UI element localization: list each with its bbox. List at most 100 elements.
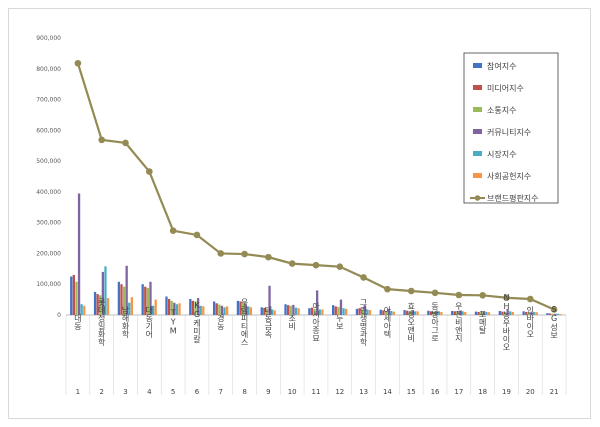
bar-1-11	[308, 308, 311, 315]
category-label: NH농우바이오	[502, 293, 511, 351]
bar-2-1	[72, 274, 76, 315]
rank-label: 2	[99, 388, 103, 396]
y-tick-label: 300,000	[36, 220, 61, 227]
rank-label: 20	[526, 388, 535, 396]
category-label: 대동	[73, 314, 82, 330]
category-label: 롯데정밀화학	[97, 298, 106, 347]
brand-index-point-12	[336, 263, 344, 270]
brand-index-point-16	[431, 289, 439, 297]
legend-swatch-2	[473, 85, 482, 90]
bar-3-2	[99, 295, 102, 315]
bar-1-8	[236, 300, 240, 315]
bar-2-5	[167, 298, 171, 315]
brand-index-point-8	[241, 250, 248, 258]
bar-5-2	[104, 266, 107, 315]
rank-label: 21	[550, 388, 559, 396]
bar-2-21	[548, 313, 552, 315]
brand-index-point-14	[384, 285, 391, 293]
bar-6-13	[368, 310, 372, 315]
bar-1-1	[70, 276, 73, 315]
bar-5-21	[556, 313, 559, 315]
bar-4-16	[435, 311, 438, 315]
rank-label: 4	[147, 388, 152, 396]
bar-4-12	[339, 299, 343, 315]
bar-5-15	[413, 311, 417, 315]
rank-label: 15	[407, 388, 416, 396]
bar-1-14	[379, 309, 382, 315]
category-label: 대동금속	[264, 306, 273, 339]
brand-index-point-21	[550, 306, 558, 313]
rank-label: 1	[76, 388, 80, 396]
category-label: TYM	[169, 309, 178, 336]
legend-swatch-4	[473, 129, 482, 134]
bar-6-8	[249, 307, 253, 315]
y-tick-label: 800,000	[36, 66, 61, 73]
rank-label: 3	[123, 388, 127, 396]
bar-4-8	[244, 303, 247, 315]
bar-2-20	[525, 311, 528, 315]
y-tick-label: 200,000	[36, 250, 61, 257]
bar-3-17	[456, 311, 459, 315]
bar-3-9	[265, 308, 269, 315]
bar-1-4	[141, 284, 144, 315]
bar-1-21	[546, 313, 549, 315]
bar-6-18	[487, 312, 491, 315]
bar-5-12	[342, 308, 345, 315]
bar-2-13	[358, 308, 361, 315]
category-label: 그린생명과학	[359, 298, 368, 347]
bar-6-7	[225, 306, 229, 315]
brand-index-point-3	[122, 139, 129, 147]
legend-label: 사회공헌지수	[487, 172, 531, 181]
bar-5-8	[247, 306, 250, 315]
rank-label: 9	[266, 388, 270, 396]
bar-3-11	[313, 308, 316, 315]
brand-index-point-11	[312, 261, 320, 269]
bar-1-7	[212, 301, 216, 315]
bar-6-3	[130, 297, 134, 315]
bar-6-14	[392, 311, 395, 315]
rank-label: 13	[359, 388, 368, 396]
rank-label: 18	[478, 388, 487, 396]
bar-5-11	[318, 309, 321, 315]
category-label: 동방아그로	[430, 302, 439, 342]
bar-4-3	[125, 265, 128, 315]
bar-1-15	[403, 310, 406, 315]
bar-6-12	[345, 308, 348, 315]
bar-2-10	[286, 305, 290, 315]
y-tick-label: 0	[57, 312, 61, 319]
rank-label: 17	[454, 388, 463, 396]
bar-6-1	[83, 305, 86, 315]
bar-2-7	[215, 303, 218, 315]
brand-index-point-19	[503, 294, 510, 302]
category-label: 누보	[335, 314, 344, 330]
bar-3-4	[146, 287, 150, 315]
rank-label: 19	[502, 388, 511, 396]
bar-5-7	[223, 307, 226, 315]
bar-6-2	[106, 298, 110, 315]
legend-line-marker	[474, 195, 481, 201]
legend-label: 브랜드평판지수	[487, 193, 539, 203]
bar-2-17	[453, 311, 456, 315]
legend-label: 참여지수	[487, 61, 516, 71]
bar-1-20	[522, 311, 525, 315]
y-tick-label: 600,000	[36, 127, 61, 134]
bar-1-18	[474, 311, 478, 315]
bar-1-16	[427, 310, 430, 315]
legend-swatch-5	[473, 151, 482, 156]
bar-2-2	[96, 294, 99, 315]
brand-index-point-20	[526, 295, 534, 303]
bar-2-4	[144, 286, 147, 315]
y-tick-label: 700,000	[36, 97, 61, 104]
bar-5-10	[294, 307, 298, 315]
bar-2-8	[239, 301, 242, 315]
category-label: 인바이오	[525, 305, 534, 338]
category-label: 우림피티에스	[240, 298, 249, 346]
bar-2-9	[263, 307, 266, 315]
bar-4-11	[316, 290, 319, 315]
rank-label: 14	[383, 388, 392, 396]
bar-5-16	[437, 311, 440, 315]
rank-label: 5	[171, 388, 175, 396]
y-tick-label: 400,000	[36, 189, 61, 196]
bar-3-5	[170, 300, 173, 315]
bar-5-18	[485, 311, 488, 315]
